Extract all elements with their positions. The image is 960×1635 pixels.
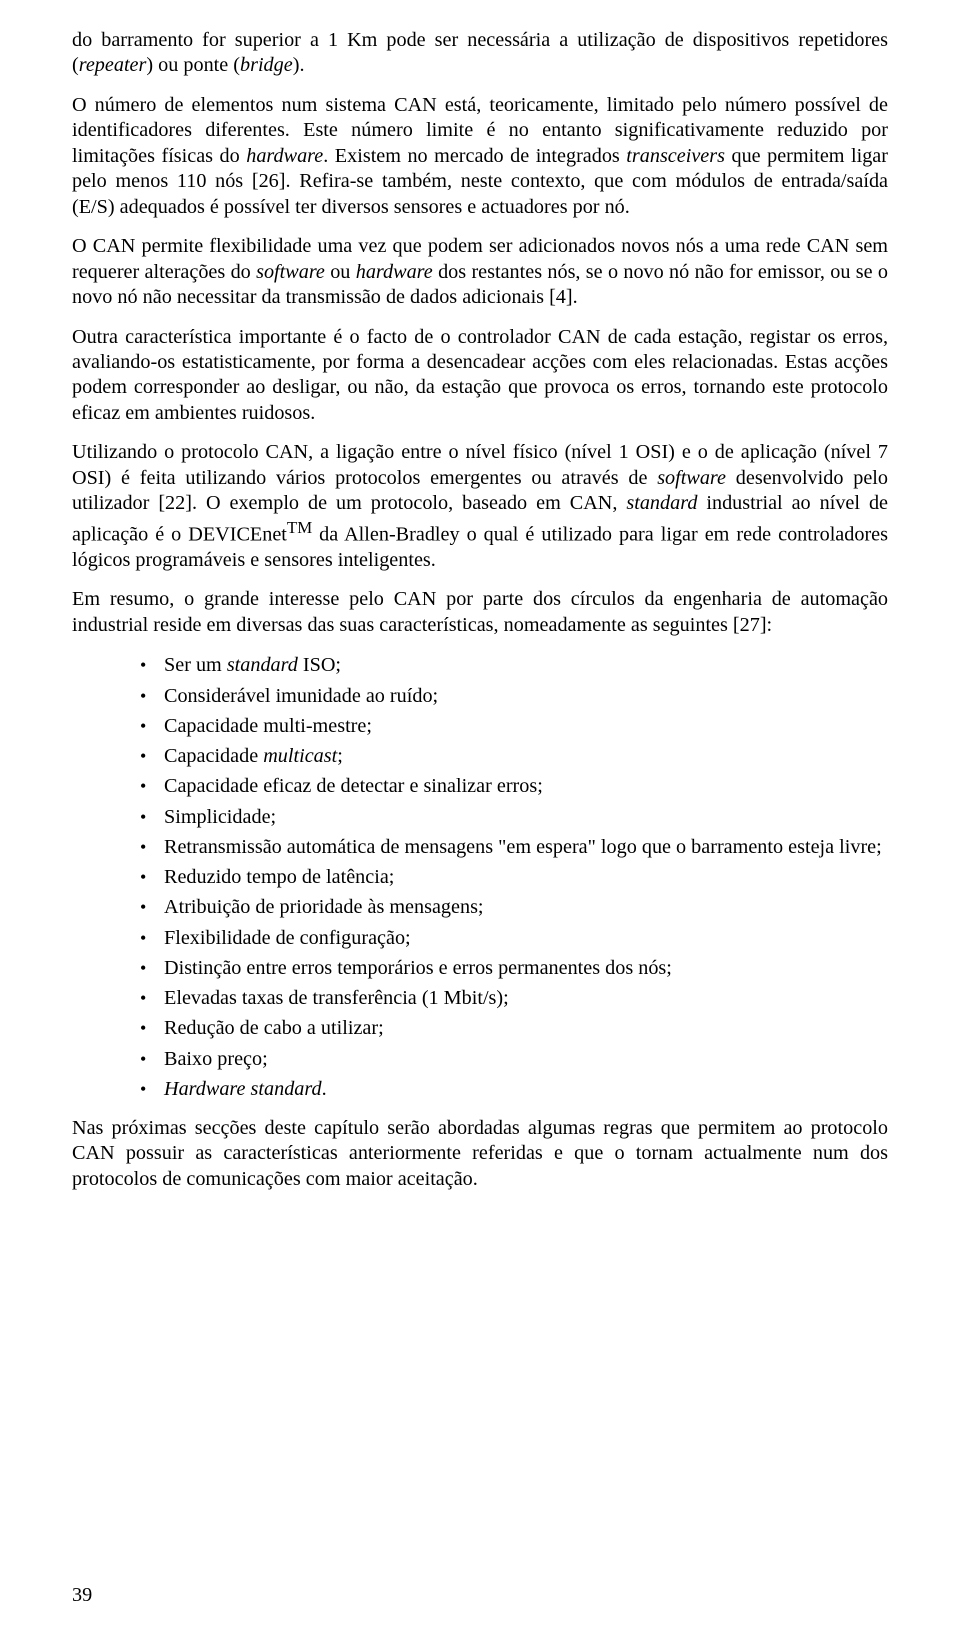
list-item: Reduzido tempo de latência; <box>72 864 888 890</box>
body-paragraph: O número de elementos num sistema CAN es… <box>72 93 888 220</box>
body-paragraph: do barramento for superior a 1 Km pode s… <box>72 28 888 79</box>
body-paragraph: Nas próximas secções deste capítulo serã… <box>72 1116 888 1192</box>
list-item: Distinção entre erros temporários e erro… <box>72 955 888 981</box>
list-item: Considerável imunidade ao ruído; <box>72 683 888 709</box>
body-paragraph: Outra característica importante é o fact… <box>72 325 888 427</box>
body-paragraph: Em resumo, o grande interesse pelo CAN p… <box>72 587 888 638</box>
feature-list: Ser um standard ISO; Considerável imunid… <box>72 652 888 1102</box>
list-item: Atribuição de prioridade às mensagens; <box>72 894 888 920</box>
list-item: Capacidade multicast; <box>72 743 888 769</box>
page: do barramento for superior a 1 Km pode s… <box>0 0 960 1635</box>
list-item: Capacidade eficaz de detectar e sinaliza… <box>72 773 888 799</box>
body-paragraph: O CAN permite flexibilidade uma vez que … <box>72 234 888 310</box>
list-item: Baixo preço; <box>72 1046 888 1072</box>
list-item: Hardware standard. <box>72 1076 888 1102</box>
page-number: 39 <box>72 1584 92 1607</box>
list-item: Capacidade multi-mestre; <box>72 713 888 739</box>
list-item: Redução de cabo a utilizar; <box>72 1015 888 1041</box>
body-paragraph: Utilizando o protocolo CAN, a ligação en… <box>72 440 888 573</box>
list-item: Retransmissão automática de mensagens "e… <box>72 834 888 860</box>
list-item: Elevadas taxas de transferência (1 Mbit/… <box>72 985 888 1011</box>
list-item: Ser um standard ISO; <box>72 652 888 678</box>
list-item: Simplicidade; <box>72 804 888 830</box>
list-item: Flexibilidade de configuração; <box>72 925 888 951</box>
